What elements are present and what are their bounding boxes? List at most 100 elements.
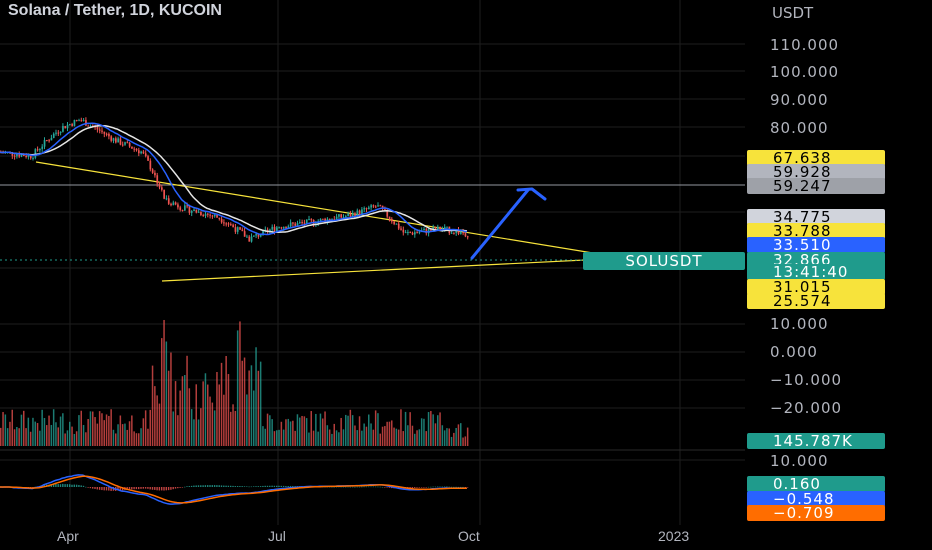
macd-histogram-bar bbox=[450, 486, 453, 488]
projection-arrow[interactable] bbox=[470, 187, 547, 260]
price-label[interactable]: 33.510 bbox=[747, 237, 885, 253]
price-label[interactable]: 67.638 bbox=[747, 150, 885, 166]
macd-histogram-bar bbox=[75, 484, 78, 487]
candle-body bbox=[147, 156, 149, 161]
volume-bar bbox=[338, 432, 340, 446]
candle-body bbox=[165, 198, 168, 200]
price-label[interactable]: 34.775 bbox=[747, 209, 885, 225]
volume-bar bbox=[154, 386, 156, 446]
price-label[interactable]: 31.015 bbox=[747, 279, 885, 295]
volume-bar bbox=[379, 433, 381, 446]
candle-body bbox=[105, 133, 108, 135]
volume-bar bbox=[131, 415, 133, 446]
candle-body bbox=[425, 228, 428, 234]
volume-bar bbox=[340, 417, 342, 446]
price-label[interactable]: 33.788 bbox=[747, 223, 885, 239]
volume-bar bbox=[39, 430, 41, 446]
volume-bar bbox=[262, 426, 264, 446]
macd-histogram-bar bbox=[188, 486, 190, 487]
macd-histogram-bar bbox=[232, 485, 234, 487]
candle-body bbox=[82, 120, 85, 122]
macd-value-label[interactable]: 0.160 bbox=[747, 476, 885, 492]
volume-value-label[interactable]: 145.787K bbox=[747, 433, 885, 449]
macd-histogram-bar bbox=[374, 486, 377, 488]
macd-histogram-bar bbox=[151, 487, 154, 490]
volume-bar bbox=[322, 418, 324, 446]
macd-histogram-bar bbox=[347, 486, 349, 488]
price-label[interactable]: 59.247 bbox=[747, 178, 885, 194]
candle-body bbox=[48, 140, 50, 142]
candle-body bbox=[195, 209, 198, 213]
candle-body bbox=[411, 232, 414, 235]
candle-body bbox=[434, 227, 437, 230]
macd-histogram-bar bbox=[62, 483, 64, 487]
macd-histogram-bar bbox=[133, 487, 135, 490]
macd-histogram-bar bbox=[59, 484, 62, 487]
volume-bar bbox=[156, 395, 158, 446]
macd-histogram-bar bbox=[227, 485, 230, 487]
macd-value-label[interactable]: −0.548 bbox=[747, 491, 885, 507]
macd-histogram-bar bbox=[345, 486, 347, 488]
upper-trendline[interactable] bbox=[35, 161, 606, 256]
candle-body bbox=[372, 205, 375, 207]
volume-bar bbox=[259, 361, 262, 446]
macd-histogram-bar bbox=[50, 484, 52, 487]
macd-histogram-bar bbox=[427, 486, 430, 488]
macd-histogram-bar bbox=[423, 487, 425, 488]
volume-bar bbox=[386, 421, 388, 446]
candle-body bbox=[443, 226, 446, 230]
grid bbox=[0, 0, 745, 525]
volume-bar bbox=[425, 431, 427, 446]
macd-histogram-bar bbox=[448, 486, 450, 488]
volume-bar bbox=[62, 413, 64, 446]
volume-bar bbox=[241, 360, 243, 446]
lower-trendline[interactable] bbox=[161, 258, 606, 282]
candle-body bbox=[439, 226, 441, 230]
macd-histogram-bar bbox=[78, 484, 80, 487]
volume-bar bbox=[218, 384, 220, 446]
volume-bar bbox=[457, 424, 460, 446]
candle-body bbox=[46, 140, 48, 142]
candle-body bbox=[460, 232, 462, 234]
symbol-badge[interactable]: SOLUSDT bbox=[583, 252, 745, 270]
macd-histogram-bar bbox=[197, 485, 200, 487]
macd-histogram-bar bbox=[92, 487, 94, 489]
price-label[interactable]: 59.928 bbox=[747, 164, 885, 180]
candle-body bbox=[204, 213, 207, 216]
macd-histogram-bar bbox=[66, 484, 69, 487]
candle-body bbox=[225, 223, 228, 225]
candle-body bbox=[269, 229, 271, 232]
candle-body bbox=[112, 138, 115, 141]
volume-bar bbox=[2, 412, 4, 446]
price-tick: −20.000 bbox=[770, 399, 843, 417]
volume-bar bbox=[184, 375, 186, 446]
macd-histogram-bar bbox=[32, 487, 34, 488]
macd-histogram-bar bbox=[96, 487, 98, 490]
macd-histogram-bar bbox=[73, 484, 75, 487]
candle-body bbox=[78, 120, 80, 122]
volume-bar bbox=[328, 429, 331, 446]
macd-line bbox=[0, 474, 467, 505]
candle-body bbox=[236, 227, 239, 232]
volume-bar bbox=[213, 410, 216, 446]
candle-body bbox=[397, 223, 400, 229]
volume-bar bbox=[126, 429, 128, 446]
signal-line bbox=[0, 475, 467, 504]
volume-bar bbox=[20, 414, 23, 446]
macd-histogram-bar bbox=[181, 487, 184, 488]
candle-body bbox=[400, 228, 402, 230]
macd-histogram-bar bbox=[85, 486, 87, 488]
macd-histogram-bar bbox=[94, 487, 96, 489]
volume-bar bbox=[448, 428, 450, 446]
price-label[interactable]: 25.574 bbox=[747, 293, 885, 309]
macd-value-label[interactable]: −0.709 bbox=[747, 505, 885, 521]
candle-body bbox=[202, 214, 205, 216]
candle-body bbox=[154, 172, 156, 176]
candle-body bbox=[193, 209, 195, 212]
volume-bar bbox=[248, 370, 250, 446]
candle-body bbox=[356, 210, 359, 217]
volume-bar bbox=[50, 425, 53, 446]
macd-histogram-bar bbox=[455, 486, 457, 488]
volume-bar bbox=[195, 384, 197, 446]
